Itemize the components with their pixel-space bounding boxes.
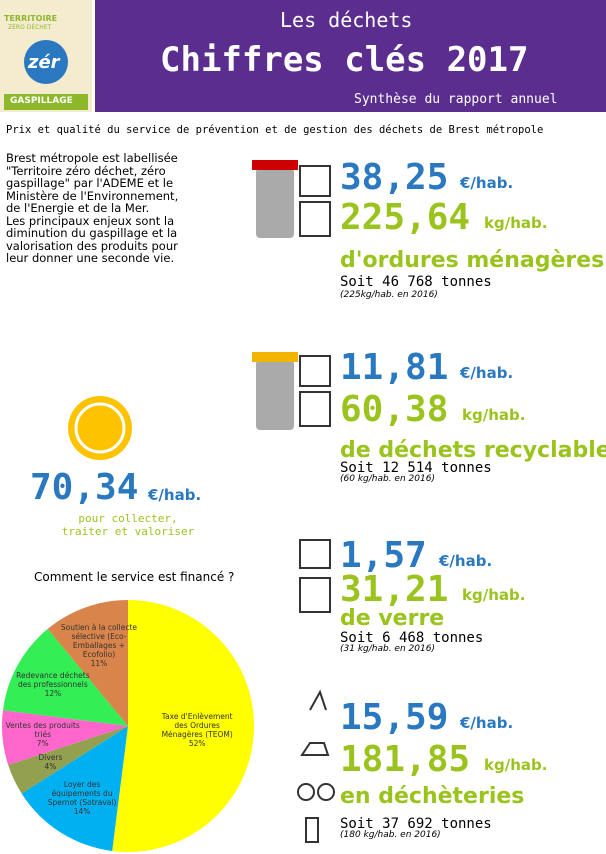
intro-line: gaspillage" par l'ADEME et le: [6, 176, 174, 190]
slice-name: Taxe d'Enlèvement des Ordures Ménagères …: [161, 712, 233, 740]
icon: [297, 783, 315, 801]
logo-text: TERRITOIRE: [4, 14, 58, 23]
price-unit: €/hab.: [460, 174, 514, 192]
slice-label: Redevance déchets des professionnels 12%: [11, 671, 95, 698]
icon: [300, 742, 330, 756]
section-label: de verre: [340, 606, 445, 631]
intro-line: de l'Energie et de la Mer.: [6, 201, 150, 215]
slice-value: 7%: [36, 738, 49, 748]
intro-line: leur donner une seconde vie.: [6, 251, 175, 265]
slice-name: Soutien à la collecte sélective (Eco-Emb…: [60, 622, 138, 659]
slice-name: Redevance déchets des professionnels: [16, 671, 90, 690]
price-unit: €/hab.: [460, 714, 514, 732]
price-unit: €/hab.: [439, 552, 493, 570]
slice-value: 11%: [90, 658, 108, 668]
icons: [252, 160, 335, 843]
slice-label: Ventes des produits triés 7%: [1, 721, 85, 748]
logo-text: ZÉRO DÉCHET: [8, 24, 52, 31]
slice-name: Ventes des produits triés: [5, 720, 80, 739]
pie: [1, 600, 254, 852]
total-caption: pour collecter, traiter et valoriser: [0, 512, 256, 538]
slice-value: 14%: [73, 807, 91, 817]
weight: 31,21: [340, 569, 449, 610]
intro-line: Brest métropole est labellisée: [6, 151, 178, 165]
weight-unit: kg/hab.: [484, 214, 548, 232]
bin: [256, 168, 294, 238]
weight-unit: kg/hab.: [484, 756, 548, 774]
bin-lid: [252, 352, 298, 362]
slice-name: Divers: [38, 753, 63, 763]
intro-line: valorisation des produits pour: [6, 238, 178, 253]
kicker: Les déchets: [280, 8, 413, 32]
tonnes: Soit 6 468 tonnes: [340, 630, 484, 646]
pie-slice: [112, 600, 254, 852]
icon: [305, 817, 319, 843]
icon: [309, 689, 327, 711]
section-label: de déchets recyclables: [340, 438, 606, 463]
slice-name: Loyer des équipements du Spernot (Sotrav…: [47, 780, 117, 808]
slice-label: Soutien à la collecte sélective (Eco-Emb…: [57, 623, 141, 668]
coin-ring: [74, 402, 126, 454]
total-unit: €/hab.: [148, 486, 202, 504]
tonnes: Soit 46 768 tonnes: [340, 274, 492, 290]
pie-slice: [8, 726, 129, 794]
pie-slice: [47, 600, 128, 726]
slice-label: Taxe d'Enlèvement des Ordures Ménagères …: [155, 712, 239, 748]
intro-line: Les principaux enjeux sont la: [6, 213, 175, 228]
icon: [299, 355, 331, 387]
section-label: d'ordures ménagères: [340, 248, 605, 273]
weight: 60,38: [340, 389, 449, 430]
icon: [299, 165, 331, 197]
note: (225kg/hab. en 2016): [340, 290, 438, 300]
weight: 181,85: [340, 739, 471, 780]
total-value: 70,34: [30, 467, 139, 508]
tonnes: Soit 12 514 tonnes: [340, 460, 492, 476]
pie-slice: [1, 710, 128, 765]
icon: [299, 391, 331, 427]
note: (60 kg/hab. en 2016): [340, 474, 435, 484]
price: 38,25: [340, 157, 449, 198]
bin-lid: [252, 160, 298, 170]
pie-slice: [2, 628, 129, 726]
coin: [68, 396, 132, 460]
weight-unit: kg/hab.: [462, 406, 526, 424]
icon: [299, 201, 331, 237]
slice-value: 52%: [188, 739, 206, 749]
intro-line: diminution du gaspillage et la: [6, 226, 178, 240]
logo-text: GASPILLAGE: [10, 96, 73, 106]
section-label: en déchèteries: [340, 784, 525, 809]
caption-line: pour collecter,: [78, 512, 178, 525]
pie-slice: [21, 726, 128, 852]
logo-band: [4, 94, 88, 110]
weight: 225,64: [340, 197, 471, 238]
note: (180 kg/hab. en 2016): [340, 830, 441, 840]
logo-text: zér: [28, 52, 60, 73]
price: 15,59: [340, 697, 449, 738]
slice-label: Divers 4%: [8, 753, 92, 771]
price: 11,81: [340, 347, 449, 388]
intro-line: "Territoire zéro déchet, zéro: [6, 163, 166, 178]
slice-label: Loyer des équipements du Spernot (Sotrav…: [40, 780, 124, 816]
icon: [317, 783, 335, 801]
price-unit: €/hab.: [460, 364, 514, 382]
pie-title: Comment le service est financé ?: [34, 570, 235, 584]
icon: [299, 577, 331, 613]
subheading: Prix et qualité du service de prévention…: [6, 124, 544, 136]
tonnes: Soit 37 692 tonnes: [340, 816, 492, 832]
slice-value: 4%: [44, 762, 57, 772]
intro-line: Ministère de l'Environnement,: [6, 188, 179, 203]
slice-value: 12%: [44, 689, 62, 699]
bin: [256, 360, 294, 430]
weight-unit: kg/hab.: [462, 586, 526, 604]
note: (31 kg/hab. en 2016): [340, 644, 435, 654]
caption-line: traiter et valoriser: [61, 525, 195, 538]
subtitle: Synthèse du rapport annuel: [354, 92, 558, 107]
header-band: [95, 0, 606, 112]
logo-circle: [24, 40, 68, 84]
title: Chiffres clés 2017: [160, 40, 529, 80]
price: 1,57: [340, 535, 427, 576]
icon: [299, 539, 331, 569]
